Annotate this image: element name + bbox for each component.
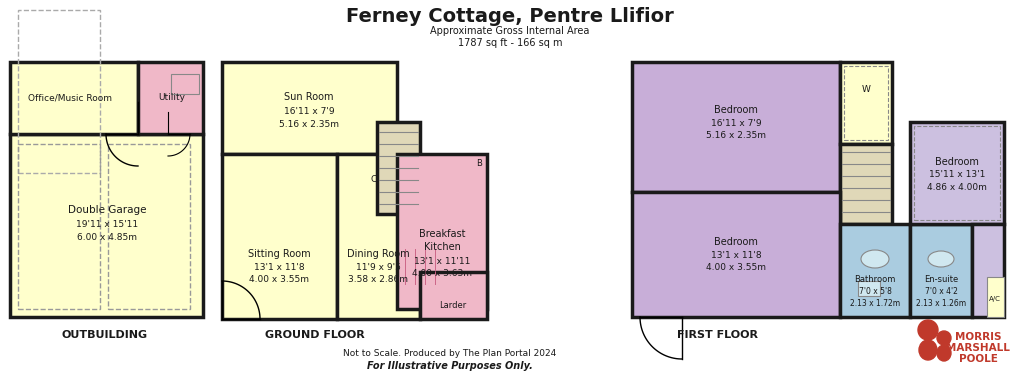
Bar: [222, 154, 336, 319]
Text: 2.13 x 1.26m: 2.13 x 1.26m: [915, 299, 965, 307]
Text: FIRST FLOOR: FIRST FLOOR: [677, 330, 758, 340]
Bar: [18, 10, 100, 173]
Ellipse shape: [927, 251, 953, 267]
Text: Kitchen: Kitchen: [423, 242, 460, 252]
Text: Bedroom: Bedroom: [713, 237, 757, 247]
Text: 1787 sq ft - 166 sq m: 1787 sq ft - 166 sq m: [458, 38, 561, 48]
Text: Approximate Gross Internal Area: Approximate Gross Internal Area: [430, 26, 589, 36]
Ellipse shape: [918, 340, 936, 360]
Text: 2.13 x 1.72m: 2.13 x 1.72m: [849, 299, 899, 307]
Text: 6.00 x 4.85m: 6.00 x 4.85m: [76, 233, 137, 243]
Text: 7'0 x 4'2: 7'0 x 4'2: [923, 287, 957, 296]
Bar: [10, 134, 203, 317]
Text: 15'11 x 13'1: 15'11 x 13'1: [928, 171, 984, 180]
Text: Breakfast: Breakfast: [419, 229, 465, 239]
Bar: [909, 122, 1003, 224]
Bar: [971, 224, 1003, 317]
Bar: [632, 192, 840, 317]
Text: GROUND FLOOR: GROUND FLOOR: [265, 330, 365, 340]
Text: MORRIS: MORRIS: [954, 332, 1001, 342]
Bar: [840, 62, 892, 144]
Bar: [909, 224, 971, 317]
Circle shape: [917, 320, 937, 340]
Bar: [913, 126, 999, 220]
Bar: [632, 62, 840, 192]
Text: Sun Room: Sun Room: [284, 92, 333, 102]
Ellipse shape: [936, 345, 950, 361]
Text: Utility: Utility: [158, 94, 185, 102]
Text: C: C: [371, 175, 377, 185]
Text: 19'11 x 15'11: 19'11 x 15'11: [75, 221, 138, 230]
Circle shape: [936, 331, 950, 345]
Bar: [18, 144, 100, 309]
Ellipse shape: [860, 250, 889, 268]
Text: OUTBUILDING: OUTBUILDING: [62, 330, 148, 340]
Bar: [222, 62, 396, 154]
Text: 13'1 x 11'8: 13'1 x 11'8: [254, 263, 304, 271]
Text: 4.00 x 3.55m: 4.00 x 3.55m: [705, 263, 765, 273]
Text: Dining Room: Dining Room: [346, 249, 409, 259]
Text: Bedroom: Bedroom: [934, 157, 978, 167]
Bar: [171, 74, 199, 94]
Text: 11'9 x 9'5: 11'9 x 9'5: [356, 263, 400, 271]
Bar: [857, 281, 879, 296]
Bar: [840, 144, 892, 224]
Text: Not to Scale. Produced by The Plan Portal 2024: Not to Scale. Produced by The Plan Porta…: [343, 349, 556, 359]
Text: 4.86 x 4.00m: 4.86 x 4.00m: [926, 183, 986, 193]
Text: 16'11 x 7'9: 16'11 x 7'9: [283, 108, 334, 116]
Text: 5.16 x 2.35m: 5.16 x 2.35m: [705, 132, 765, 141]
Text: 3.58 x 2.86m: 3.58 x 2.86m: [347, 276, 408, 285]
Text: Sitting Room: Sitting Room: [248, 249, 310, 259]
Bar: [377, 122, 420, 214]
Text: Double Garage: Double Garage: [67, 205, 146, 215]
Text: B: B: [476, 160, 481, 169]
Text: 16'11 x 7'9: 16'11 x 7'9: [710, 119, 760, 127]
Text: Office/Music Room: Office/Music Room: [28, 94, 112, 102]
Bar: [986, 277, 1003, 317]
Text: POOLE: POOLE: [958, 354, 997, 364]
Text: Bedroom: Bedroom: [713, 105, 757, 115]
Text: 4.00 x 3.55m: 4.00 x 3.55m: [249, 276, 309, 285]
Bar: [843, 66, 888, 140]
Text: 5.16 x 2.35m: 5.16 x 2.35m: [279, 121, 338, 130]
Text: MARSHALL: MARSHALL: [946, 343, 1009, 353]
Text: En-suite: En-suite: [923, 274, 957, 283]
Text: 13'1 x 11'8: 13'1 x 11'8: [710, 251, 760, 260]
Text: 4.00 x 3.63m: 4.00 x 3.63m: [412, 269, 472, 279]
Text: For Illustrative Purposes Only.: For Illustrative Purposes Only.: [367, 361, 532, 371]
Bar: [336, 154, 420, 319]
Bar: [420, 272, 486, 319]
Bar: [10, 62, 138, 134]
Bar: [108, 144, 190, 309]
Bar: [396, 154, 486, 309]
Text: Ferney Cottage, Pentre Llifior: Ferney Cottage, Pentre Llifior: [345, 6, 674, 25]
Text: 13'1 x 11'11: 13'1 x 11'11: [414, 257, 470, 266]
Text: Larder: Larder: [439, 301, 466, 310]
Text: W: W: [861, 86, 869, 94]
Text: A/C: A/C: [988, 296, 1000, 302]
Text: 7'0 x 5'8: 7'0 x 5'8: [858, 287, 891, 296]
Bar: [840, 224, 909, 317]
Text: Bathroom: Bathroom: [854, 274, 895, 283]
Bar: [138, 62, 203, 134]
